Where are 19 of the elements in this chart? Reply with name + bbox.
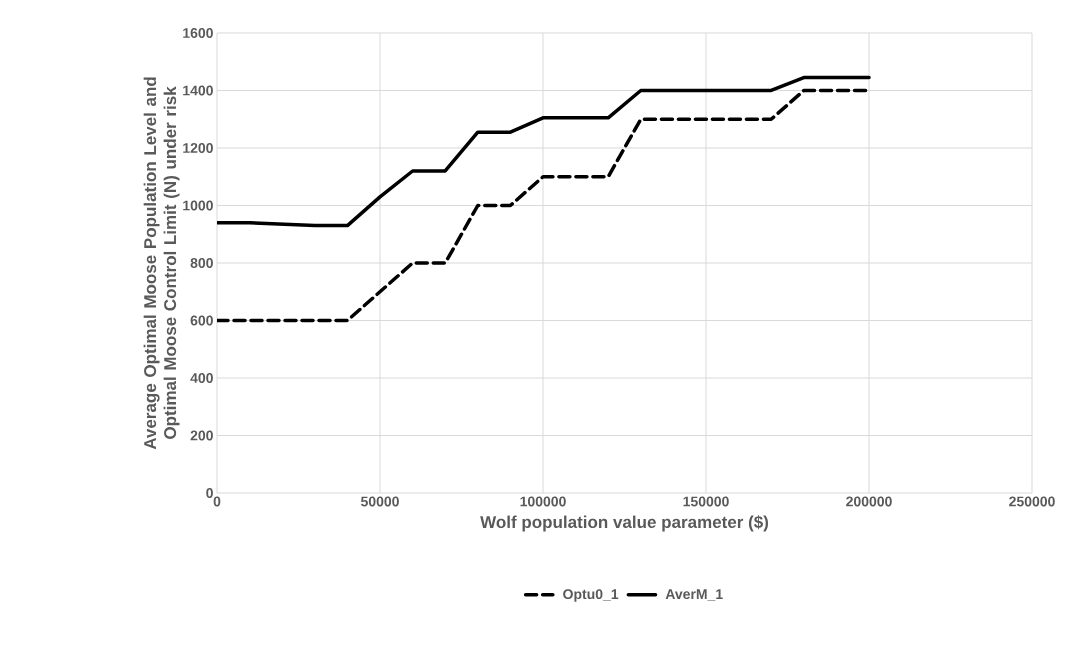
x-axis-title: Wolf population value parameter ($)	[480, 515, 769, 532]
y-tick-label: 1200	[183, 143, 213, 153]
x-tick-label: 200000	[846, 496, 892, 507]
x-tick-label: 150000	[683, 496, 729, 507]
x-tick-label: 100000	[520, 496, 566, 507]
legend-label: AverM_1	[665, 589, 723, 601]
y-tick-label: 800	[190, 258, 213, 268]
x-tick-label: 250000	[1009, 496, 1055, 507]
y-tick-label: 600	[190, 315, 213, 326]
x-tick-label: 0	[213, 496, 221, 507]
y-tick-label: 1600	[183, 28, 213, 38]
y-tick-label: 0	[206, 488, 213, 498]
y-tick-label: 1400	[183, 85, 213, 96]
y-tick-label: 400	[190, 373, 213, 383]
y-axis-title: Average Optimal Moose Population Level and Optimal Moose Control Limit (N) under risk	[143, 77, 180, 450]
legend-label: Optu0_1	[563, 589, 619, 602]
x-tick-label: 50000	[360, 496, 399, 507]
y-tick-label: 1000	[183, 200, 213, 211]
y-tick-label: 200	[190, 430, 213, 441]
